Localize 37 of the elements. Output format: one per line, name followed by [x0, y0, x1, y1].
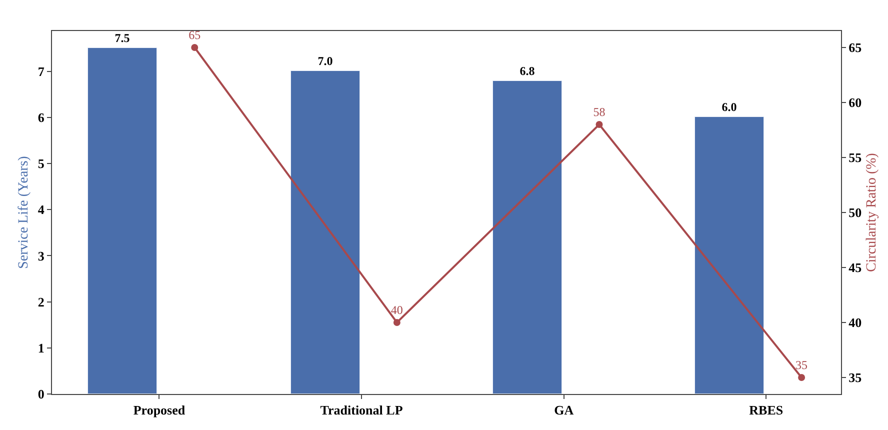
y-tick-label: 0 [38, 386, 44, 402]
y2-tick-label: 60 [848, 95, 862, 110]
y-tick-label: 6 [38, 110, 45, 125]
y-tick-label: 2 [38, 294, 44, 310]
data-label: 35 [796, 358, 808, 372]
data-label: 7.5 [114, 30, 130, 45]
y-tick-label: 3 [38, 248, 45, 264]
point [393, 319, 400, 326]
y2-tick-label: 35 [848, 370, 862, 386]
data-label: 7.0 [318, 54, 333, 68]
x-tick-label: RBES [749, 402, 784, 418]
x-tick-label: GA [554, 402, 574, 418]
y2-tick-label: 45 [848, 260, 862, 276]
bar [694, 116, 764, 394]
data-label: 6.8 [520, 64, 535, 78]
x-tick-label: Proposed [133, 402, 186, 418]
y-axis-title: Service Life (Years) [16, 156, 32, 269]
bar [88, 48, 157, 394]
x-tick-label: Traditional LP [320, 402, 403, 418]
point [191, 44, 198, 51]
data-label: 6.0 [722, 100, 737, 114]
bar [492, 80, 562, 394]
data-label: 65 [188, 28, 201, 42]
y2-tick-label: 65 [848, 40, 862, 56]
y-tick-label: 4 [38, 202, 45, 218]
y2-tick-label: 50 [848, 205, 862, 220]
data-label: 58 [593, 105, 606, 120]
y-tick-label: 5 [38, 156, 45, 172]
y2-tick-label: 40 [848, 315, 862, 330]
y2-axis-title: Circularity Ratio (%) [864, 152, 880, 272]
y-tick-label: 7 [38, 64, 45, 79]
point [596, 121, 603, 128]
y-tick-label: 1 [38, 340, 44, 356]
point [798, 374, 806, 381]
data-label: 40 [390, 303, 403, 318]
bar [290, 70, 360, 394]
y2-tick-label: 55 [848, 150, 862, 166]
